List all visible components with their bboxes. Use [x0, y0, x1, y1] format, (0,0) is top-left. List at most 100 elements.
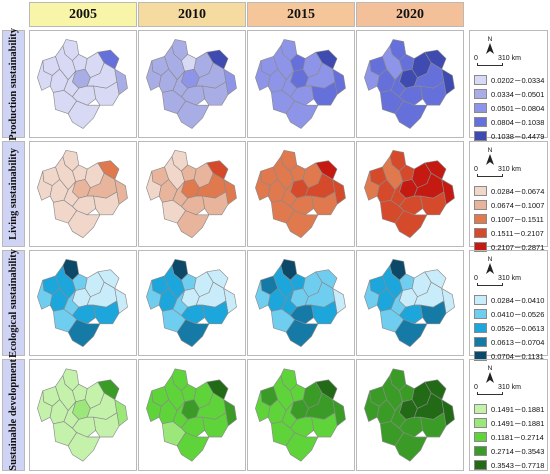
region-10 — [424, 269, 447, 289]
legend-class-list: 0.0202－0.0334 0.0334－0.0501 0.0501－0.0804 0… — [474, 73, 544, 143]
region-10 — [315, 49, 338, 70]
map-sustainable-development-2015 — [247, 359, 355, 471]
region-14 — [93, 300, 120, 325]
legend-swatch — [474, 200, 487, 210]
legend-item: 0.0613－0.0704 — [474, 335, 544, 349]
legend-swatch — [474, 117, 487, 127]
legend-range: 0.0526－0.0613 — [491, 323, 545, 333]
legend-swatch — [474, 460, 487, 470]
legend-ecological-sustainability: N 0 310 km 0.0284－0.0410 0.0410－0.0526 0.0526… — [469, 250, 548, 361]
row-label-text: Production sustainability — [8, 27, 19, 141]
region-14 — [93, 81, 120, 106]
legend-swatch — [474, 404, 487, 414]
region-14 — [93, 412, 120, 438]
map-sustainable-development-2020 — [356, 359, 464, 471]
row-label-sustainable-development: Sustainable development — [2, 359, 25, 471]
region-14 — [202, 81, 229, 106]
legend-range: 0.1511－0.2107 — [491, 228, 544, 238]
scale-distance-label: 310 km — [498, 384, 521, 391]
scale-bar: 0 310 km — [474, 275, 546, 289]
region-16 — [67, 210, 101, 238]
map-production-sustainability-2005 — [29, 30, 137, 138]
north-arrow-icon: N — [486, 365, 494, 383]
year-header-2015: 2015 — [247, 2, 355, 27]
legend-range: 0.0410－0.0526 — [491, 309, 545, 319]
region-10 — [424, 379, 447, 400]
legend-item: 0.3543－0.7718 — [474, 458, 544, 472]
row-label-production-sustainability: Production sustainability — [2, 27, 25, 141]
region-16 — [285, 432, 319, 462]
legend-swatch — [474, 351, 487, 361]
legend-item: 0.0804－0.1038 — [474, 115, 544, 129]
region-14 — [311, 191, 338, 216]
legend-swatch — [474, 131, 487, 141]
region-16 — [67, 432, 101, 462]
region-10 — [97, 49, 120, 70]
scale-distance-label: 310 km — [498, 275, 521, 282]
region-14 — [202, 412, 229, 438]
north-letter: N — [487, 147, 493, 154]
map-ecological-sustainability-2015 — [247, 250, 355, 356]
region-16 — [394, 210, 428, 238]
region-14 — [93, 191, 120, 216]
legend-item: 0.0704－0.1131 — [474, 349, 544, 363]
legend-item: 0.0284－0.0674 — [474, 184, 544, 198]
scale-distance-label: 310 km — [498, 166, 521, 173]
legend-item: 0.2714－0.3543 — [474, 444, 544, 458]
legend-item: 0.0284－0.0410 — [474, 293, 544, 307]
scale-zero-label: 0 — [474, 166, 478, 173]
legend-range: 0.1491－0.1881 — [491, 404, 545, 414]
legend-sustainable-development: N 0 310 km 0.1491－0.1881 0.1491－0.1881 0.1181… — [469, 359, 548, 471]
map-living-sustainability-2015 — [247, 141, 355, 247]
north-letter: N — [487, 256, 493, 263]
map-ecological-sustainability-2020 — [356, 250, 464, 356]
legend-item: 0.1491－0.1881 — [474, 416, 544, 430]
scale-bar-line — [477, 283, 503, 286]
legend-range: 0.0704－0.1131 — [491, 351, 544, 361]
scale-zero-label: 0 — [474, 55, 478, 62]
map-production-sustainability-2020 — [356, 30, 464, 138]
legend-item: 0.0501－0.0804 — [474, 101, 544, 115]
region-14 — [311, 81, 338, 106]
legend-range: 0.0674－0.1007 — [491, 200, 545, 210]
scale-distance-label: 310 km — [498, 55, 521, 62]
legend-range: 0.1007－0.1511 — [491, 214, 544, 224]
row-label-ecological-sustainability: Ecological sustainability — [2, 249, 25, 357]
legend-range: 0.2714－0.3543 — [491, 446, 545, 456]
region-16 — [285, 210, 319, 238]
legend-class-list: 0.0284－0.0410 0.0410－0.0526 0.0526－0.0613 0… — [474, 293, 544, 363]
legend-production-sustainability: N 0 310 km 0.0202－0.0334 0.0334－0.0501 0.0501… — [469, 30, 548, 141]
north-arrow-icon: N — [486, 36, 494, 54]
region-16 — [176, 432, 210, 462]
north-arrow-icon: N — [486, 256, 494, 274]
region-10 — [315, 269, 338, 289]
region-10 — [315, 379, 338, 400]
legend-swatch — [474, 418, 487, 428]
region-16 — [67, 100, 101, 129]
legend-range: 0.0334－0.0501 — [491, 89, 545, 99]
map-sustainable-development-2010 — [138, 359, 246, 471]
legend-range: 0.2107－0.2871 — [491, 242, 545, 252]
region-14 — [311, 412, 338, 438]
scale-bar-line — [477, 392, 503, 395]
north-letter: N — [487, 365, 493, 372]
scale-bar: 0 310 km — [474, 384, 546, 398]
legend-swatch — [474, 186, 487, 196]
legend-range: 0.1038－0.4479 — [491, 131, 545, 141]
region-10 — [97, 379, 120, 400]
legend-class-list: 0.1491－0.1881 0.1491－0.1881 0.1181－0.2714 0… — [474, 402, 544, 472]
region-10 — [97, 160, 120, 180]
row-label-text: Living sustainability — [8, 148, 19, 240]
legend-class-list: 0.0284－0.0674 0.0674－0.1007 0.1007－0.1511 0… — [474, 184, 544, 254]
legend-item: 0.1511－0.2107 — [474, 226, 544, 240]
legend-item: 0.1007－0.1511 — [474, 212, 544, 226]
region-10 — [206, 379, 229, 400]
row-label-living-sustainability: Living sustainability — [2, 141, 25, 247]
scale-bar: 0 310 km — [474, 55, 546, 69]
region-14 — [420, 81, 447, 106]
map-living-sustainability-2020 — [356, 141, 464, 247]
legend-range: 0.3543－0.7718 — [491, 460, 545, 470]
legend-item: 0.2107－0.2871 — [474, 240, 544, 254]
region-10 — [97, 269, 120, 289]
